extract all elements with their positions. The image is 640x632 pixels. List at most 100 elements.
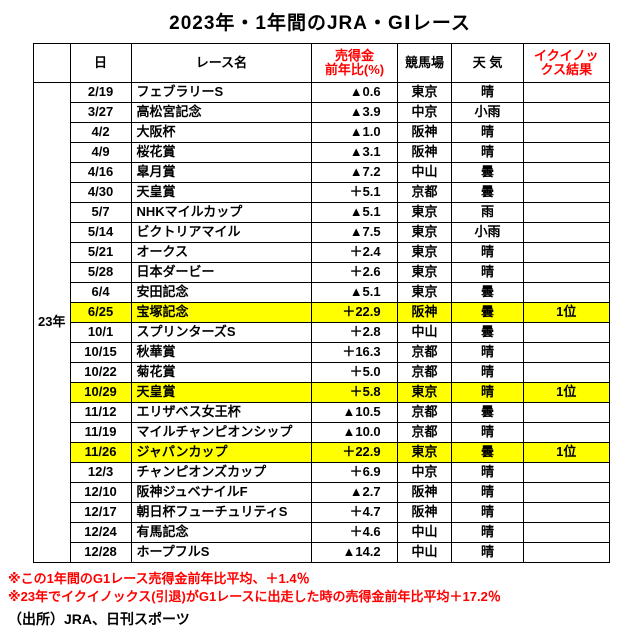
sales-yoy-cell: ＋16.3	[311, 342, 398, 363]
weather-cell: 曇	[451, 162, 524, 183]
weather-cell: 晴	[451, 482, 524, 503]
sales-yoy-cell: ▲7.2	[311, 162, 398, 183]
table-row: 12/24 有馬記念 ＋4.6 中山 晴	[34, 522, 611, 543]
date-cell: 12/28	[69, 542, 132, 563]
table-row: 11/19 マイルチャンピオンシップ ▲10.0 京都 晴	[34, 422, 611, 443]
race-name-cell: 天皇賞	[130, 382, 313, 403]
track-cell: 中山	[396, 522, 453, 543]
sales-yoy-cell: ▲10.0	[311, 422, 398, 443]
track-cell: 東京	[396, 262, 453, 283]
date-cell: 5/14	[69, 222, 132, 243]
equinox-result-cell	[522, 462, 611, 483]
race-name-cell: ジャパンカップ	[130, 442, 313, 463]
equinox-result-cell: 1位	[522, 302, 611, 323]
table-row: 4/30 天皇賞 ＋5.1 京都 曇	[34, 182, 611, 203]
track-cell: 京都	[396, 182, 453, 203]
date-cell: 6/25	[69, 302, 132, 323]
equinox-result-cell	[522, 102, 611, 123]
equinox-result-cell	[522, 482, 611, 503]
race-name-cell: 大阪杯	[130, 122, 313, 143]
sales-yoy-cell: ▲1.0	[311, 122, 398, 143]
sales-yoy-cell: ＋5.0	[311, 362, 398, 383]
date-cell: 11/12	[69, 402, 132, 423]
equinox-result-cell	[522, 542, 611, 563]
header-equinox-line1: イクイノッ	[534, 47, 599, 63]
weather-cell: 曇	[451, 322, 524, 343]
weather-cell: 晴	[451, 462, 524, 483]
weather-cell: 曇	[451, 282, 524, 303]
table-row: 4/16 皐月賞 ▲7.2 中山 曇	[34, 162, 611, 183]
sales-yoy-cell: ▲0.6	[311, 82, 398, 103]
race-name-cell: フェブラリーS	[130, 82, 313, 103]
sales-yoy-cell: ＋4.6	[311, 522, 398, 543]
sales-yoy-cell: ▲7.5	[311, 222, 398, 243]
sales-yoy-cell: ＋2.8	[311, 322, 398, 343]
equinox-result-cell	[522, 402, 611, 423]
table-row: 11/12 エリザベス女王杯 ▲10.5 京都 曇	[34, 402, 611, 423]
race-name-cell: 天皇賞	[130, 182, 313, 203]
sales-yoy-cell: ▲5.1	[311, 202, 398, 223]
equinox-result-cell	[522, 222, 611, 243]
weather-cell: 晴	[451, 342, 524, 363]
equinox-result-cell	[522, 502, 611, 523]
track-cell: 東京	[396, 242, 453, 263]
race-name-cell: 宝塚記念	[130, 302, 313, 323]
track-cell: 京都	[396, 362, 453, 383]
race-name-cell: 阪神ジュベナイルF	[130, 482, 313, 503]
page-title: 2023年・1年間のJRA・GⅠレース	[169, 13, 471, 34]
sales-yoy-cell: ▲3.9	[311, 102, 398, 123]
date-cell: 5/7	[69, 202, 132, 223]
track-cell: 中山	[396, 162, 453, 183]
equinox-result-cell	[522, 242, 611, 263]
equinox-result-cell	[522, 82, 611, 103]
sales-yoy-cell: ▲3.1	[311, 142, 398, 163]
sales-yoy-cell: ▲14.2	[311, 542, 398, 563]
table-row: 4/9 桜花賞 ▲3.1 阪神 晴	[34, 142, 611, 163]
weather-cell: 晴	[451, 242, 524, 263]
race-name-cell: マイルチャンピオンシップ	[130, 422, 313, 443]
header-corner-cell	[33, 43, 71, 83]
date-cell: 4/16	[69, 162, 132, 183]
equinox-result-cell	[522, 342, 611, 363]
table-row: 11/26 ジャパンカップ ＋22.9 東京 曇 1位	[34, 442, 611, 463]
date-cell: 10/29	[69, 382, 132, 403]
table-row: 12/28 ホープフルS ▲14.2 中山 晴	[34, 542, 611, 563]
sales-yoy-cell: ▲10.5	[311, 402, 398, 423]
track-cell: 中京	[396, 462, 453, 483]
date-cell: 5/28	[69, 262, 132, 283]
header-sales-line2: 前年比(%)	[324, 62, 385, 77]
table-row: 5/28 日本ダービー ＋2.6 東京 晴	[34, 262, 611, 283]
date-cell: 12/24	[69, 522, 132, 543]
track-cell: 東京	[396, 442, 453, 463]
year-cell: 23年	[33, 82, 71, 563]
table-row: 5/14 ビクトリアマイル ▲7.5 東京 小雨	[34, 222, 611, 243]
sales-yoy-cell: ＋22.9	[311, 442, 398, 463]
table-row: 5/7 NHKマイルカップ ▲5.1 東京 雨	[34, 202, 611, 223]
date-cell: 11/26	[69, 442, 132, 463]
track-cell: 東京	[396, 382, 453, 403]
sales-yoy-cell: ＋5.1	[311, 182, 398, 203]
table-row: 6/4 安田記念 ▲5.1 東京 曇	[34, 282, 611, 303]
track-cell: 京都	[396, 342, 453, 363]
header-race-name: レース名	[130, 43, 313, 83]
equinox-result-cell	[522, 122, 611, 143]
weather-cell: 雨	[451, 202, 524, 223]
track-cell: 東京	[396, 202, 453, 223]
race-name-cell: 皐月賞	[130, 162, 313, 183]
table-row: 23年 2/19 フェブラリーS ▲0.6 東京 晴	[33, 82, 611, 563]
weather-cell: 晴	[451, 82, 524, 103]
equinox-result-cell	[522, 322, 611, 343]
race-name-cell: 桜花賞	[130, 142, 313, 163]
table-row: 12/17 朝日杯フューチュリティS ＋4.7 阪神 晴	[34, 502, 611, 523]
track-cell: 阪神	[396, 302, 453, 323]
track-cell: 中京	[396, 102, 453, 123]
date-cell: 11/19	[69, 422, 132, 443]
weather-cell: 曇	[451, 182, 524, 203]
header-row: 日 レース名 売得金 前年比(%) 競馬場 天 気 イクイノッ クス結果	[33, 43, 611, 83]
table-row: 5/21 オークス ＋2.4 東京 晴	[34, 242, 611, 263]
equinox-result-cell	[522, 162, 611, 183]
equinox-result-cell: 1位	[522, 442, 611, 463]
equinox-result-cell	[522, 182, 611, 203]
weather-cell: 晴	[451, 122, 524, 143]
table-row: 12/10 阪神ジュベナイルF ▲2.7 阪神 晴	[34, 482, 611, 503]
